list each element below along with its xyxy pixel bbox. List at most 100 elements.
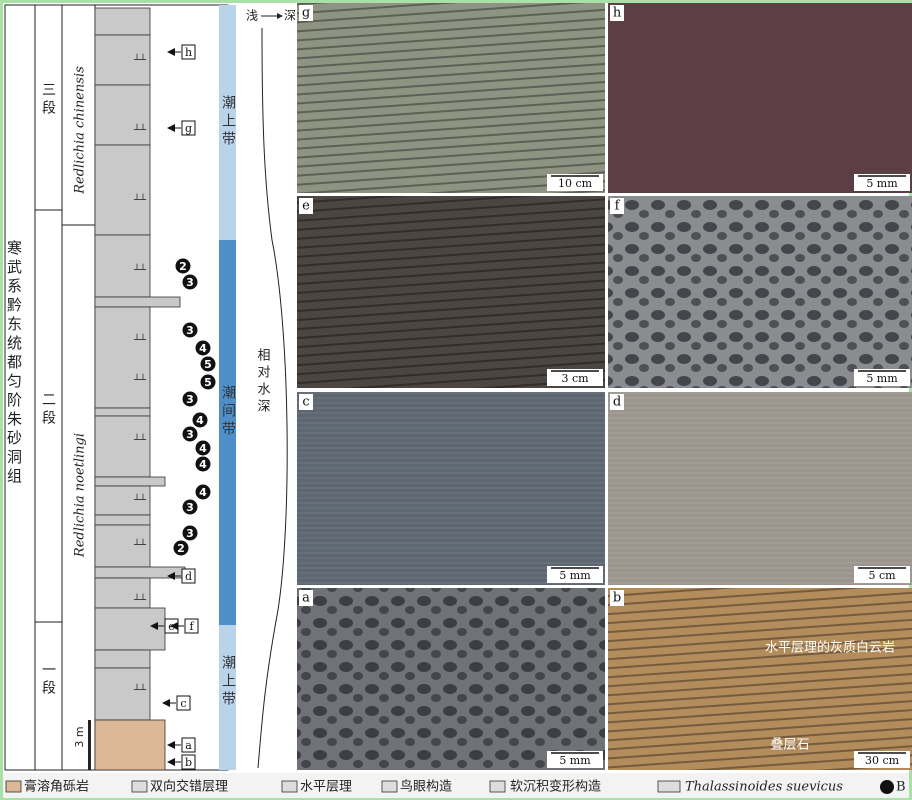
scale-text: 10 cm: [558, 177, 593, 190]
bed: [94, 476, 166, 487]
legend-swatch: [381, 780, 398, 793]
member-name: 一段: [40, 662, 56, 698]
depth-shallow: 浅: [246, 9, 258, 23]
bed: [94, 306, 151, 409]
scale-text: 30 cm: [865, 754, 900, 767]
bioturbation-dot: [173, 540, 189, 556]
facies-label: 潮上带: [220, 95, 236, 149]
bioturbation-index: 3: [186, 393, 194, 406]
photo-label-box: [610, 5, 624, 21]
sample-arrow: [167, 572, 175, 580]
sample-box: [176, 695, 191, 711]
sample-box: [181, 44, 196, 60]
scale-box: [854, 174, 910, 191]
photo: [608, 3, 912, 193]
bioturbation-index: 3: [186, 324, 194, 337]
photo-label: f: [615, 199, 621, 214]
bed-symbol: ┴┴: [133, 123, 147, 136]
legend-text: 双向交错层理: [150, 779, 228, 795]
photo-texture: [297, 392, 605, 585]
legend-text: 鸟眼构造: [400, 779, 452, 795]
bed: [94, 84, 151, 146]
sample-arrow: [167, 758, 175, 766]
photo-label: a: [302, 591, 310, 606]
legend-text: Thalassinoides suevicus: [685, 780, 843, 795]
bioturbation-dot: [182, 391, 198, 407]
legend-text: B: [896, 780, 906, 795]
photo-label-box: [299, 198, 313, 214]
sample-label: d: [185, 570, 192, 583]
photo-label-box: [610, 198, 624, 214]
member-name: 二段: [40, 392, 56, 428]
bioturbation-dot: [182, 274, 198, 290]
legend-text: 软沉积变形构造: [510, 779, 601, 795]
sample-label: f: [189, 620, 194, 633]
facies-band: [219, 5, 236, 240]
member-name: 三段: [40, 82, 56, 118]
scale-bar: [88, 720, 91, 770]
facies-band: [219, 240, 236, 625]
photo-panels: g 10 cm h 5 mm e 3 cm f 5 mm c 5 mm d 5 cm a 5 mm b 30 …: [297, 3, 912, 770]
bioturbation-dot: [182, 525, 198, 541]
bioturbation-index: 4: [199, 458, 207, 471]
photo-texture: [608, 392, 912, 585]
sample-arrow: [167, 741, 175, 749]
bioturbation-index: 2: [177, 542, 185, 555]
bioturbation-index: 5: [204, 358, 212, 371]
bed-symbol: ┴┴: [133, 593, 147, 606]
photo-label: d: [613, 395, 621, 410]
bed-symbol: ┴┴: [133, 53, 147, 66]
photo-note: 水平层理的灰质白云岩: [765, 640, 895, 656]
sample-box: [181, 568, 196, 584]
biozone-name: Redlichia chinensis: [73, 66, 88, 195]
bed: [94, 144, 151, 236]
legend-swatch: [5, 780, 22, 793]
bed: [94, 7, 151, 36]
photo-label-box: [299, 394, 313, 410]
bioturbation-index: 3: [186, 276, 194, 289]
photo-texture: [297, 3, 605, 193]
sample-label: h: [185, 46, 192, 59]
bioturbation-dot: [182, 426, 198, 442]
legend: 膏溶角砾岩 双向交错层理 水平层理 鸟眼构造 软沉积变形构造 Thalassinoides…: [3, 773, 909, 798]
bioturbation-dot: [195, 340, 211, 356]
bioturbation-dot: [192, 412, 208, 428]
facies-label: 潮间带: [220, 385, 236, 439]
sample-arrow: [167, 48, 175, 56]
bed-symbol: ┴┴: [133, 493, 147, 506]
bioturbation-dot: [195, 440, 211, 456]
bed: [94, 296, 181, 308]
scale-text: 5 mm: [559, 569, 591, 582]
scale-box: [547, 369, 603, 386]
bioturbation-index: 4: [199, 342, 207, 355]
bioturbation-index: 3: [186, 501, 194, 514]
scale-box: [547, 174, 603, 191]
sample-arrow: [150, 622, 158, 630]
depth-label: 相对水深: [255, 348, 271, 416]
bed: [94, 524, 151, 568]
photo-texture: [608, 588, 912, 770]
sample-label: a: [185, 739, 192, 752]
bed-symbol: ┴┴: [133, 263, 147, 276]
legend-swatch: [131, 780, 148, 793]
bioturbation-dot: [182, 499, 198, 515]
bioturbation-index: 4: [199, 486, 207, 499]
bed-symbol: ┴┴: [133, 373, 147, 386]
formation-name: 寒武系黔东统都匀阶朱砂洞组: [5, 239, 23, 487]
bioturbation-index: 4: [196, 414, 204, 427]
bed: [94, 407, 151, 417]
scale-text: 3 cm: [561, 372, 589, 385]
bioturbation-dot: [195, 456, 211, 472]
legend-text: 膏溶角砾岩: [24, 779, 89, 795]
bed: [94, 667, 151, 721]
sample-label: g: [185, 122, 192, 135]
bed-symbol: ┴┴: [133, 333, 147, 346]
bed-symbol: ┴┴: [133, 433, 147, 446]
bed-symbol: ┴┴: [133, 538, 147, 551]
photo-label-box: [299, 5, 313, 21]
photo-label-box: [610, 590, 624, 606]
photo-texture: [297, 196, 605, 388]
sample-box: [181, 737, 196, 753]
